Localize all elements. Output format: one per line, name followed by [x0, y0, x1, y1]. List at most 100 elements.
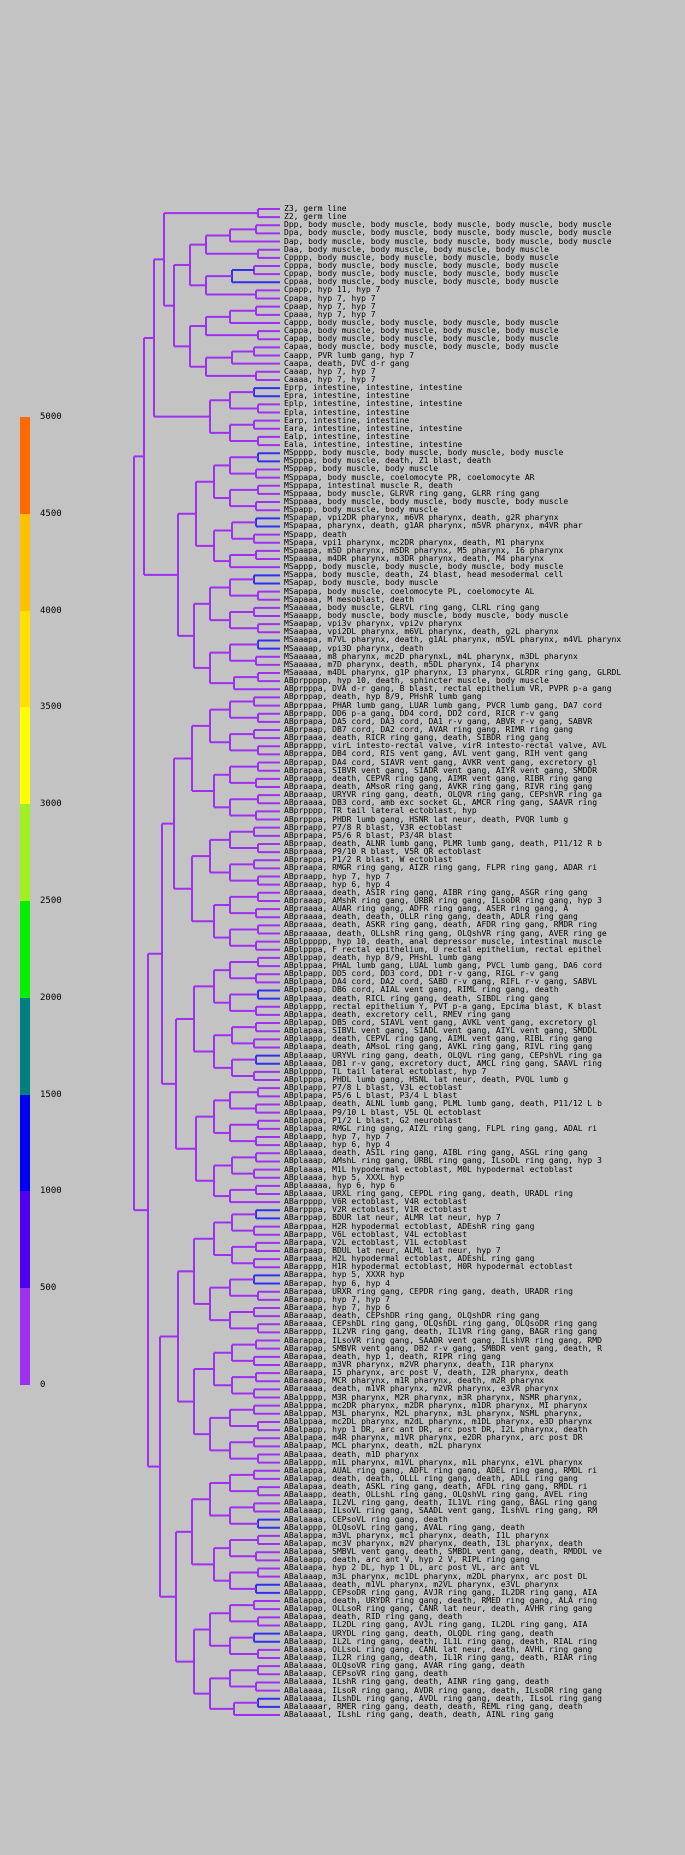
leaf-label: ABalaaap, ILsoVL ring gang, SAADL vent g… [284, 1506, 598, 1516]
leaf-label: ABplaaaa, DB1 r-v gang, excretory duct, … [284, 1058, 602, 1068]
leaf-label: ABpraaaaa, death, OLLshR ring gang, OLQs… [284, 928, 607, 938]
leaf-label: ABpraaap, URYVR ring gang, death, OLQVR … [284, 790, 602, 800]
leaf-label: ABalppaa, mc2DL pharynx, m2dL pharynx, m… [284, 1416, 593, 1426]
leaf-label: ABprapap, DA4 cord, SIAVR vent gang, AVK… [284, 757, 598, 767]
leaf-label: ABalappp, OLQsoVL ring gang, AVAL ring g… [284, 1522, 525, 1532]
leaf-label: MSappp, body muscle, body muscle, body m… [284, 562, 564, 572]
leaf-label: ABplpppa, F rectal epithelium, U rectal … [284, 944, 602, 954]
leaf-label: MSaaaaa, m7D pharynx, death, m5DL pharyn… [284, 659, 540, 669]
leaf-label: MSaaaap, vpi3D pharynx, death [284, 643, 424, 653]
leaf-label: MSppaaa, body muscle, GLRVR ring gang, G… [284, 488, 540, 498]
leaf-label: ABprpaaa, P9/10 R blast, V5R QR ectoblas… [284, 847, 482, 857]
leaf-label: ABplppap, death, hyp 8/9, PHshL lumb gan… [284, 952, 482, 962]
leaf-label: ABprpppa, DVA d-r gang, B blast, rectal … [284, 684, 612, 694]
leaf-label: Ealp, intestine, intestine [284, 431, 410, 441]
leaf-label: ABpraaaa, DB3 cord, amb exc socket GL, A… [284, 798, 598, 808]
leaf-label: ABprpapa, P5/6 R blast, P3/4R blast [284, 830, 453, 840]
leaf-label: ABplaaaa, death, ASIL ring gang, AIBL ri… [284, 1148, 588, 1158]
leaf-label: ABalapaa, death, RID ring gang, death [284, 1612, 463, 1622]
leaf-label: MSpppp, body muscle, body muscle, body m… [284, 448, 564, 458]
leaf-label: MSapaaa, M mesoblast, death [284, 594, 415, 604]
leaf-label: ABarapaa, death, hyp 1, death, RIPR ring… [284, 1351, 501, 1361]
leaf-label: Caaap, hyp 7, hyp 7 [284, 366, 376, 376]
leaf-label: ABaraaap, MCR pharynx, m1R pharynx, deat… [284, 1376, 545, 1386]
leaf-label: ABaraapa, hyp 7, hyp 6 [284, 1302, 390, 1312]
leaf-label: ABalaaaa, CEPsoVL ring gang, death [284, 1514, 448, 1524]
leaf-label: MSapapa, body muscle, coelomocyte PL, co… [284, 586, 535, 596]
leaf-label: ABpraapa, death, AMsoR ring gang, AVKR r… [284, 781, 593, 791]
leaf-label: ABprpppp, TR tail lateral ectoblast, hyp [284, 806, 477, 816]
leaf-label: ABprppppp, hyp 10, death, sphincter musc… [284, 676, 549, 686]
leaf-label: ABaraaaa, death, m1VR pharynx, m2VR phar… [284, 1384, 559, 1394]
leaf-label: Dpa, body muscle, body muscle, body musc… [284, 228, 612, 238]
leaf-label: MSppaaa, body muscle, body muscle, body … [284, 497, 569, 507]
leaf-label: Eala, intestine, intestine, intestine [284, 440, 463, 450]
leaf-label: Cpaaa, hyp 7, hyp 7 [284, 309, 376, 319]
leaf-label: MSpapaa, pharynx, death, g1AR pharynx, m… [284, 521, 583, 531]
leaf-label: ABaraapp, m3VR pharynx, m2VR pharynx, de… [284, 1359, 554, 1369]
leaf-label: ABplaapp, death, CEPVL ring gang, AIML v… [284, 1034, 593, 1044]
leaf-label: ABalppap, M3L pharynx, M2L pharynx, m3L … [284, 1408, 583, 1418]
leaf-label: Caaaa, hyp 7, hyp 7 [284, 374, 376, 384]
leaf-label: ABprpapa, DA5 cord, DA3 cord, DA1 r-v ga… [284, 716, 593, 726]
leaf-label: ABalapap, mc3V pharynx, m2V pharynx, dea… [284, 1539, 583, 1549]
leaf-label: ABplppaa, PHAL lumb gang, LUAL lumb gang… [284, 961, 602, 971]
leaf-label: ABplaapp, hyp 7, hyp 7 [284, 1132, 390, 1142]
leaf-label: MSaapaa, vpi2DL pharynx, m6VL pharynx, d… [284, 627, 559, 637]
leaf-label: ABprppaa, PHAR lumb gang, LUAR lumb gang… [284, 700, 602, 710]
leaf-label: ABarpppa, V2R ectoblast, V1R ectoblast [284, 1205, 468, 1215]
leaf-label: Caapa, death, DVC d-r gang [284, 358, 410, 368]
scale-segment [20, 1191, 30, 1289]
leaf-label: Cpapp, hyp 11, hyp 7 [284, 285, 381, 295]
leaf-label: Capaa, body muscle, body muscle, body mu… [284, 342, 559, 352]
leaf-label: ABarappa, hyp 5, XXXR hyp [284, 1270, 405, 1280]
leaf-label: Capap, body muscle, body muscle, body mu… [284, 334, 559, 344]
scale-tick-label: 5000 [40, 412, 62, 422]
leaf-label: ABalapap, death, death, OLLL ring gang, … [284, 1473, 578, 1483]
scale-tick-label: 4000 [40, 605, 62, 616]
leaf-label: ABarpaaa, H2L hypodermal ectoblast, ADEs… [284, 1254, 535, 1264]
leaf-label: ABalappp, CEPsoDR ring gang, AVJR ring g… [284, 1587, 598, 1597]
leaf-label: ABprappa, DB4 cord, RIS vent gang, AVL v… [284, 749, 588, 759]
leaf-label: ABalaaaa, death, m1VL pharynx, m2VL phar… [284, 1579, 559, 1589]
leaf-label: ABplpaaa, P9/10 L blast, V5L QL ectoblas… [284, 1107, 482, 1117]
leaf-label: ABarpppp, V6R ectoblast, V4R ectoblast [284, 1197, 468, 1207]
leaf-label: ABplapaa, SIBVL vent gang, SIADL vent ga… [284, 1026, 598, 1036]
leaf-label: Cappp, body muscle, body muscle, body mu… [284, 317, 559, 327]
leaf-label: ABalaaaa, ILshDL ring gang, AVDL ring ga… [284, 1693, 602, 1703]
scale-segment [20, 997, 30, 1096]
scale-segment [20, 610, 30, 708]
leaf-label: ABalpppp, M3R pharynx, M2R pharynx, m3R … [284, 1392, 583, 1402]
leaf-label: ABpraaaa, death, death, OLLR ring gang, … [284, 912, 578, 922]
leaf-label: ABalapaa, SMBVL vent gang, death, SMBDL … [284, 1547, 602, 1557]
leaf-label: ABprpapp, DD6 p-a gang, DD4 cord, DD2 co… [284, 708, 559, 718]
leaf-label: ABalapaa, death, ASKL ring gang, death, … [284, 1482, 588, 1492]
scale-tick-label: 3000 [40, 799, 62, 810]
leaf-label: ABalaapa, URYDL ring gang, death, OLQDL … [284, 1628, 554, 1638]
leaf-label: MSpaapa, m5D pharynx, m5DR pharynx, M5 p… [284, 545, 564, 555]
leaf-label: Cpppp, body muscle, body muscle, body mu… [284, 252, 559, 262]
leaf-label: ABplaaap, hyp 6, hyp 4 [284, 1140, 390, 1150]
color-scale-bar [20, 417, 30, 1386]
scale-tick-label: 1500 [40, 1089, 62, 1100]
scale-segment [20, 1094, 30, 1192]
leaf-label: MSppapa, intestinal muscle R, death [284, 480, 453, 490]
leaf-label: ABaraaaa, CEPshDL ring gang, OLQshDL rin… [284, 1319, 598, 1329]
leaf-label: ABalappp, m1L pharynx, m1VL pharynx, m1L… [284, 1457, 583, 1467]
leaf-label: ABprpaap, death, ALNR lumb gang, PLMR lu… [284, 838, 602, 848]
leaf-label: ABplaaaa, M1L hypodermal ectoblast, M0L … [284, 1164, 573, 1174]
leaf-label: MSppap, body muscle, body muscle [284, 464, 439, 474]
leaf-label: ABalaapp, death, OLLshL ring gang, OLQsh… [284, 1490, 588, 1500]
leaf-label: ABplapap, DB5 cord, SIAVL vent gang, AVK… [284, 1018, 598, 1028]
leaf-label: ABalaaaa, ILsoR ring gang, AVDR ring gan… [284, 1685, 602, 1695]
scale-tick-label: 2500 [40, 896, 62, 906]
leaf-label: Eplp, intestine, intestine, intestine [284, 399, 463, 409]
leaf-label: ABarpapp, V6L ectoblast, V4L ectoblast [284, 1229, 468, 1239]
leaf-label: ABplapaa, RMGL ring gang, AIZL ring gang… [284, 1123, 598, 1133]
leaf-label: Epra, intestine, intestine [284, 391, 410, 401]
scale-tick-label: 2000 [40, 992, 62, 1003]
leaf-label: ABplaaap, URYVL ring gang, death, OLQVL … [284, 1050, 602, 1060]
scale-segment [20, 707, 30, 805]
leaf-label: ABalpaap, MCL pharynx, death, m2L pharyn… [284, 1441, 482, 1451]
